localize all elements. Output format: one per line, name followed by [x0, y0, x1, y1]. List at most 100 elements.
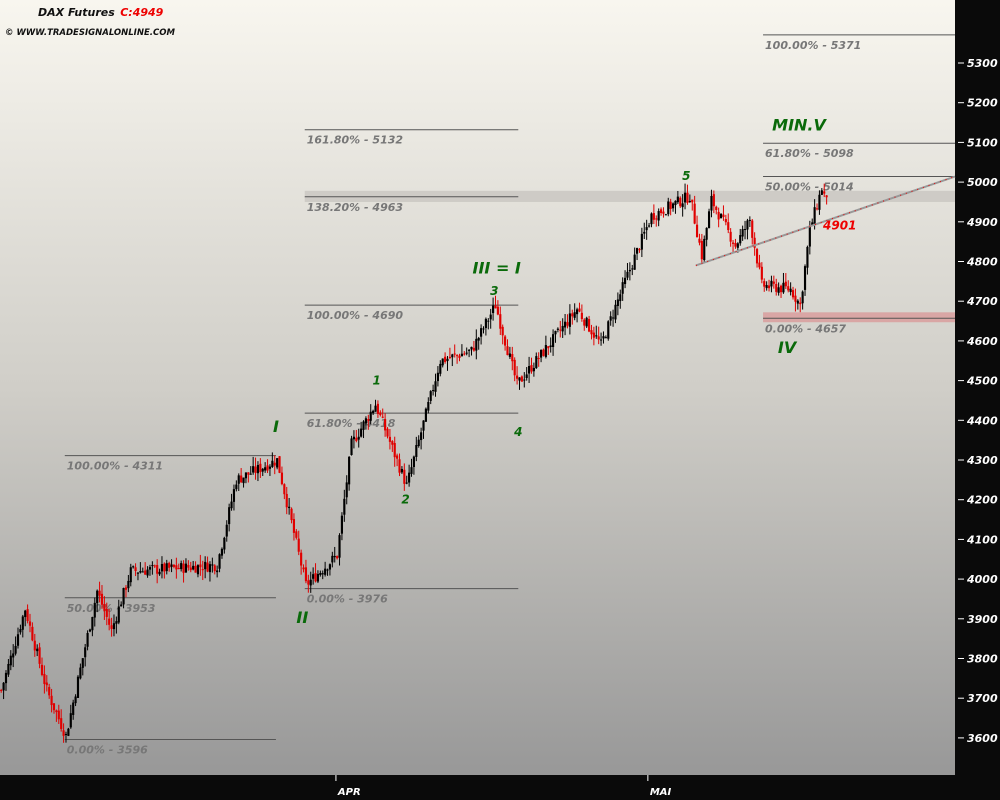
trendline-dots	[695, 176, 956, 266]
candle-body	[734, 242, 737, 247]
candle-body	[14, 645, 17, 654]
candle-body	[779, 285, 783, 293]
fib-level-label: 100.00% - 4311	[67, 460, 163, 473]
candle-body	[196, 565, 200, 575]
candle-body	[607, 321, 610, 339]
candle-body	[686, 192, 689, 203]
candle-body	[408, 472, 411, 483]
candle-body	[719, 213, 723, 219]
candle-body	[434, 381, 437, 392]
candle-body	[223, 537, 226, 550]
chart-title: DAX Futures	[38, 6, 115, 19]
candle-body	[693, 203, 696, 224]
candle-body	[614, 304, 617, 320]
candle-body	[304, 567, 308, 582]
candle-body	[544, 345, 547, 357]
wave-label: 5	[682, 169, 690, 183]
candle-body	[535, 356, 538, 369]
candle-body	[57, 710, 60, 720]
candle-body	[127, 580, 130, 589]
candle-body	[516, 375, 519, 379]
candle-body	[324, 568, 327, 575]
candle-body	[266, 465, 269, 471]
candle-body	[187, 564, 190, 568]
y-tick-label: 4600	[966, 335, 998, 348]
candle-body	[278, 456, 281, 473]
candle-body	[220, 548, 224, 556]
candle-body	[376, 403, 380, 414]
candle-body	[456, 355, 459, 357]
candle-body	[571, 313, 574, 317]
candle-body	[218, 554, 221, 569]
candle-body	[98, 590, 101, 596]
candle-body	[772, 281, 775, 284]
fib-level-label: 50.00% - 5014	[765, 181, 854, 194]
candle-body	[415, 445, 418, 457]
candle-body	[568, 313, 571, 327]
candle-body	[477, 337, 480, 341]
candle-body	[74, 696, 77, 704]
candle-body	[333, 555, 336, 558]
candle-body	[338, 535, 341, 558]
candle-body	[230, 501, 233, 509]
candle-body	[707, 211, 711, 229]
candle-body	[28, 621, 32, 626]
candle-body	[405, 482, 408, 484]
candle-body	[64, 734, 68, 736]
candle-body	[100, 593, 104, 605]
candle-body	[124, 587, 128, 590]
candle-body	[453, 353, 456, 355]
y-tick-label: 3600	[967, 732, 998, 745]
candle-body	[784, 281, 787, 287]
candle-body	[153, 565, 156, 567]
candle-body	[487, 320, 490, 322]
candle-body	[336, 556, 339, 559]
candle-body	[520, 376, 523, 382]
candle-body	[24, 610, 27, 618]
candle-body	[91, 617, 94, 631]
copyright-label: © WWW.TRADESIGNALONLINE.COM	[5, 28, 175, 38]
candle-body	[480, 328, 483, 337]
candle-body	[470, 346, 473, 350]
candle-body	[410, 467, 413, 474]
candle-body	[695, 224, 699, 238]
candle-body	[489, 314, 492, 320]
candle-body	[300, 552, 303, 566]
candle-body	[254, 466, 257, 473]
candle-body	[448, 356, 451, 358]
candle-body	[739, 235, 742, 244]
candle-body	[206, 562, 209, 572]
candle-body	[561, 325, 564, 332]
candle-body	[436, 372, 439, 382]
candle-body	[348, 456, 351, 485]
fib-level-label: 161.80% - 5132	[307, 134, 404, 147]
candle-body	[523, 379, 526, 381]
candle-body	[244, 472, 248, 479]
candle-body	[542, 349, 545, 356]
candle-body	[703, 238, 706, 261]
candle-body	[144, 570, 147, 575]
candle-body	[4, 672, 8, 684]
candle-body	[504, 336, 507, 346]
candle-body	[580, 312, 583, 319]
candle-body	[33, 640, 36, 651]
candle-body	[422, 420, 425, 431]
trendline-label: 4901	[822, 219, 856, 233]
candle-body	[194, 565, 197, 573]
wave-label: I	[273, 417, 279, 436]
x-tick-label: MAI	[650, 787, 672, 798]
candle-body	[0, 690, 3, 692]
candle-body	[590, 330, 593, 335]
candle-body	[506, 346, 509, 356]
candle-body	[290, 508, 293, 521]
candle-body	[139, 571, 142, 573]
candle-body	[79, 667, 82, 679]
candle-body	[460, 353, 463, 357]
candle-body	[38, 647, 41, 664]
candle-body	[496, 306, 499, 315]
candle-body	[755, 249, 759, 264]
candle-body	[115, 621, 118, 624]
candle-body	[84, 647, 87, 658]
candle-body	[182, 563, 185, 573]
candle-body	[820, 190, 823, 195]
